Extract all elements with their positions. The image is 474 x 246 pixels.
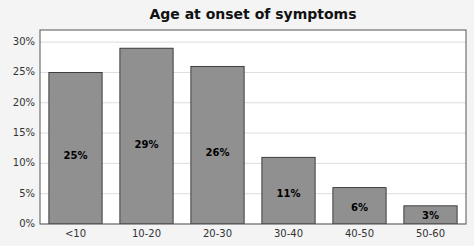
data-label: 3%: [422, 210, 439, 221]
data-label: 11%: [277, 188, 301, 199]
x-tick-label: 40-50: [345, 228, 374, 239]
data-label: 25%: [64, 150, 88, 161]
x-tick-label: 10-20: [132, 228, 161, 239]
bar: [262, 157, 315, 224]
data-label: 6%: [351, 202, 368, 213]
y-tick-label: 10%: [13, 157, 35, 168]
plot-background: [40, 30, 466, 224]
grid-line: [40, 133, 466, 134]
y-tick-label: 25%: [13, 66, 35, 77]
y-tick-label: 30%: [13, 36, 35, 47]
bar: [49, 72, 102, 224]
grid-line: [40, 193, 466, 194]
bars: [49, 48, 457, 224]
x-tick-label: <10: [65, 228, 86, 239]
y-tick-label: 15%: [13, 127, 35, 138]
grid-line: [40, 42, 466, 43]
bar: [191, 66, 244, 224]
grid-line: [40, 163, 466, 164]
title: Age at onset of symptoms: [149, 6, 356, 22]
x-tick-label: 20-30: [203, 228, 232, 239]
plot-frame: [40, 30, 466, 224]
chart-container: 0% 5% 10% 15% 20% 25% 30% 25% 29% 26% 11% 6% 3% <10 10…: [0, 0, 474, 246]
grid-line: [40, 72, 466, 73]
y-tick-label: 20%: [13, 97, 35, 108]
x-tick-label: 50-60: [416, 228, 445, 239]
y-tick-label: 5%: [19, 188, 35, 199]
x-tick-label: 30-40: [274, 228, 303, 239]
data-label: 26%: [206, 147, 230, 158]
bar: [404, 206, 457, 224]
grid-line: [40, 102, 466, 103]
bar: [120, 48, 173, 224]
data-label: 29%: [135, 139, 159, 150]
chart-svg: 0% 5% 10% 15% 20% 25% 30% 25% 29% 26% 11% 6% 3% <10 10…: [0, 0, 474, 246]
y-tick-label: 0%: [19, 218, 35, 229]
bar: [333, 188, 386, 224]
